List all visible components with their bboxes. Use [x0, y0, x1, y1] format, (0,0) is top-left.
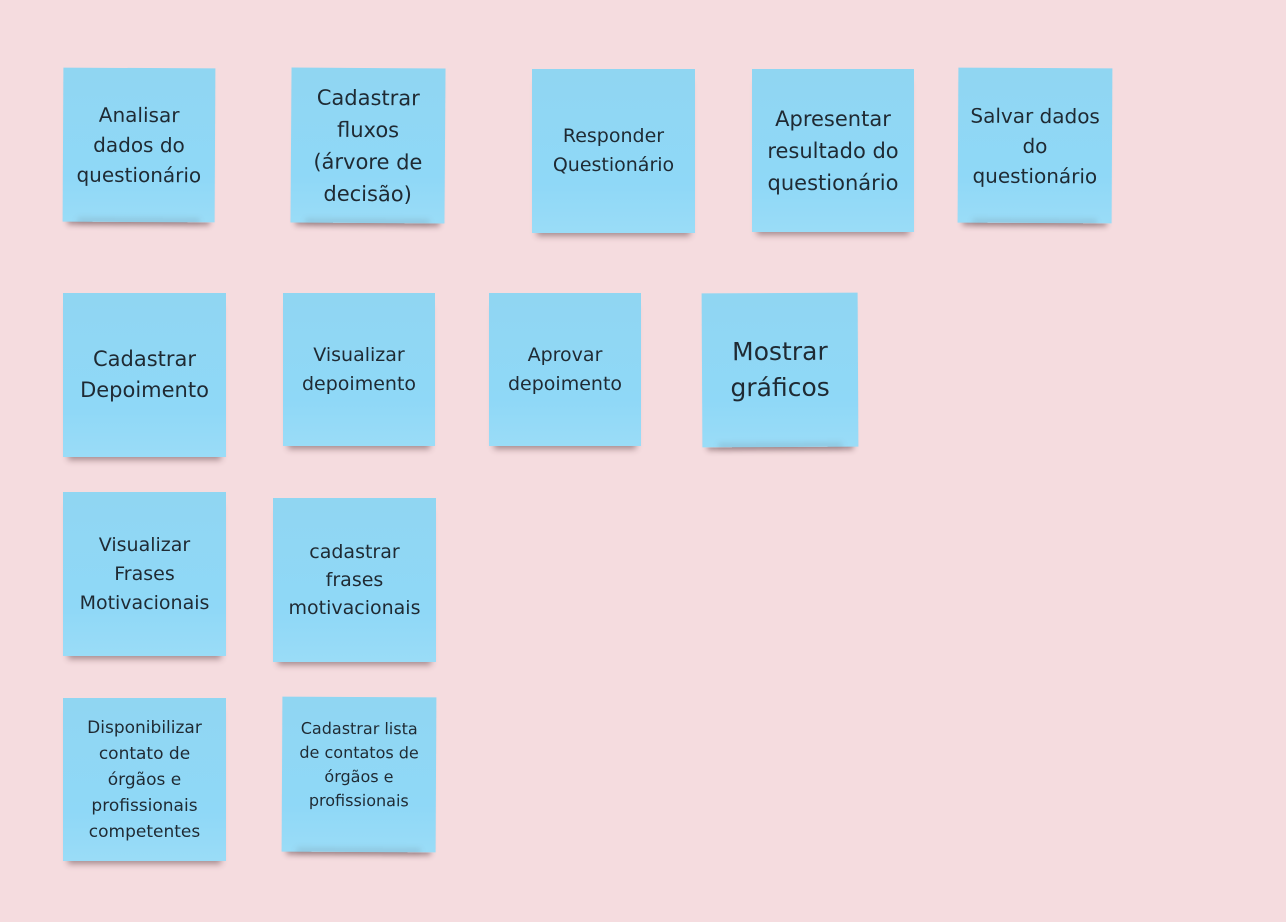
sticky-note-text: Responder Questionário [552, 125, 675, 176]
sticky-note-cadastrar-frases[interactable]: cadastrar frases motivacionais [273, 498, 436, 662]
sticky-note-cadastrar-depoimento[interactable]: Cadastrar Depoimento [63, 293, 226, 457]
sticky-note-text: Visualizar depoimento [301, 343, 417, 395]
sticky-note-text: Cadastrar fluxos (árvore de decisão) [313, 85, 423, 206]
sticky-note-visualizar-frases[interactable]: Visualizar Frases Motivacionais [63, 492, 226, 656]
sticky-note-responder-questionario[interactable]: Responder Questionário [532, 69, 695, 233]
sticky-note-text: Disponibilizar contato de órgãos e profi… [87, 717, 202, 842]
sticky-note-cadastrar-lista-contatos[interactable]: Cadastrar lista de contatos de órgãos e … [281, 696, 437, 853]
sticky-note-text: Salvar dados do questionário [970, 103, 1100, 188]
sticky-note-text: Visualizar Frases Motivacionais [79, 533, 210, 614]
sticky-note-salvar-dados[interactable]: Salvar dados do questionário [957, 67, 1113, 224]
sticky-note-text: cadastrar frases motivacionais [288, 541, 421, 619]
sticky-note-disponibilizar-contato[interactable]: Disponibilizar contato de órgãos e profi… [63, 698, 226, 861]
sticky-note-mostrar-graficos[interactable]: Mostrar gráficos [701, 292, 859, 448]
sticky-note-text: Analisar dados do questionário [76, 102, 202, 188]
sticky-note-cadastrar-fluxos[interactable]: Cadastrar fluxos (árvore de decisão) [290, 67, 446, 224]
sticky-note-text: Apresentar resultado do questionário [767, 106, 899, 195]
sticky-note-text: Cadastrar lista de contatos de órgãos e … [299, 718, 419, 811]
sticky-note-analisar-dados[interactable]: Analisar dados do questionário [62, 67, 216, 223]
sticky-note-apresentar-resultado[interactable]: Apresentar resultado do questionário [752, 69, 914, 232]
sticky-note-text: Cadastrar Depoimento [80, 347, 209, 402]
sticky-note-aprovar-depoimento[interactable]: Aprovar depoimento [489, 293, 641, 446]
sticky-note-text: Mostrar gráficos [730, 336, 830, 403]
sticky-note-text: Aprovar depoimento [507, 343, 623, 395]
sticky-note-visualizar-depoimento[interactable]: Visualizar depoimento [283, 293, 435, 446]
